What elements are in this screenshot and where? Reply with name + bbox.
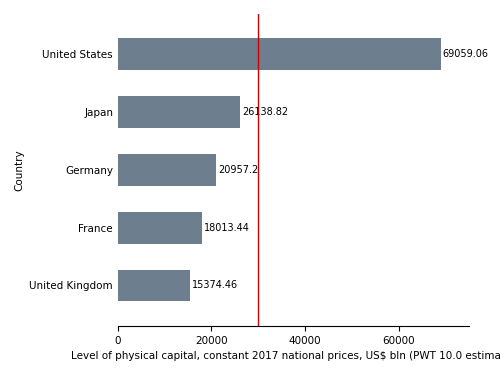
Text: 69059.06: 69059.06: [443, 50, 489, 59]
Y-axis label: Country: Country: [14, 149, 24, 190]
Bar: [118, 39, 441, 70]
Bar: [118, 212, 202, 243]
Text: 18013.44: 18013.44: [204, 223, 250, 232]
Bar: [118, 154, 216, 186]
Bar: [118, 96, 240, 128]
Text: 26138.82: 26138.82: [242, 107, 288, 117]
Text: 15374.46: 15374.46: [192, 280, 238, 290]
X-axis label: Level of physical capital, constant 2017 national prices, US$ bln (PWT 10.0 esti: Level of physical capital, constant 2017…: [71, 351, 500, 361]
Text: 20957.2: 20957.2: [218, 165, 258, 175]
Bar: [118, 270, 190, 301]
